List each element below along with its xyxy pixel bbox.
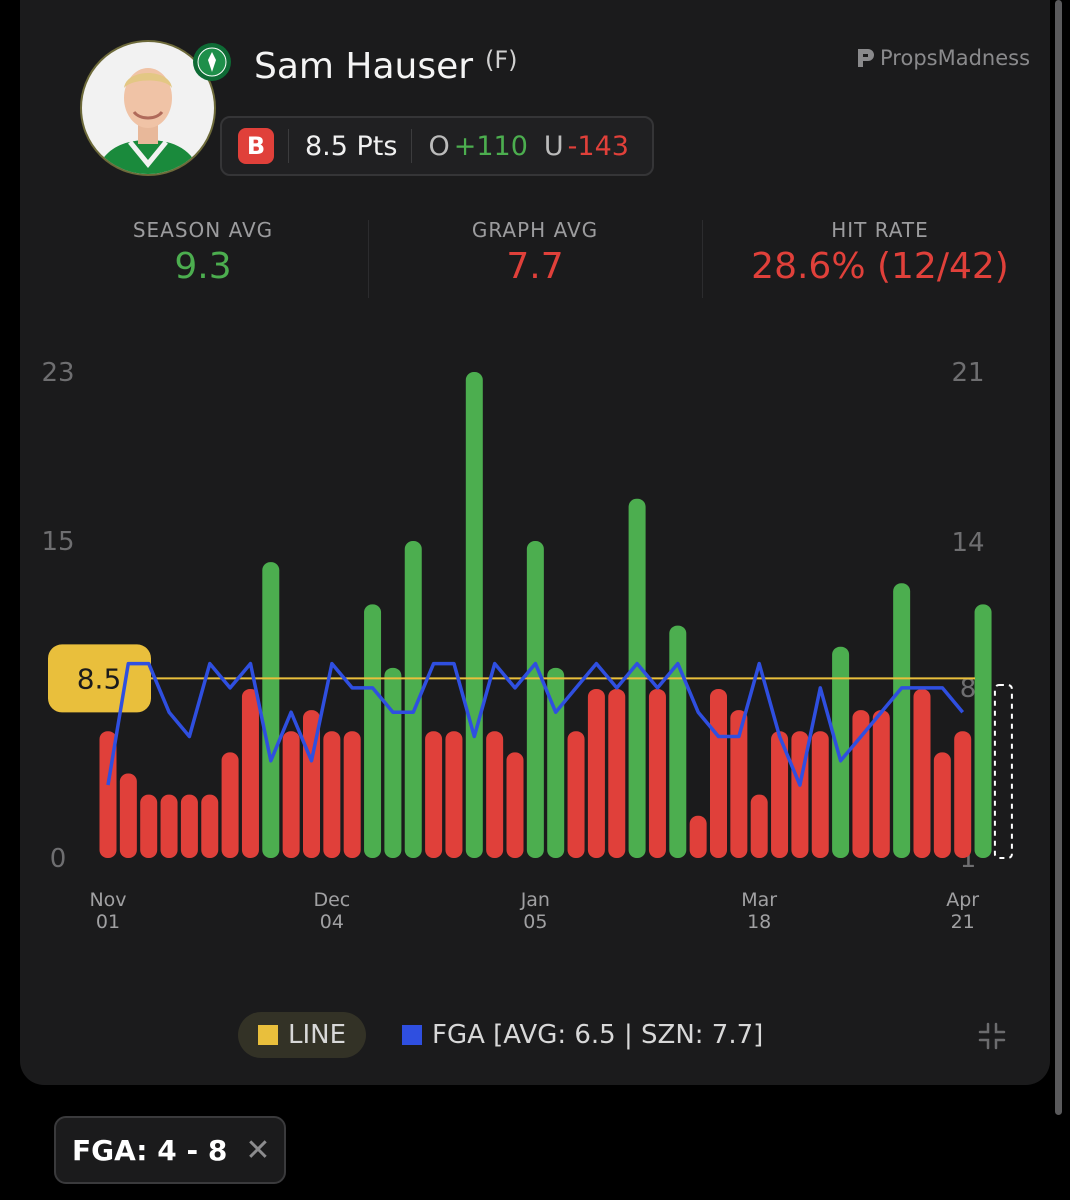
scrollbar[interactable] bbox=[1055, 0, 1062, 1115]
points-bar bbox=[669, 625, 687, 858]
x-tick-month: Dec bbox=[313, 889, 350, 911]
x-tick-month: Nov bbox=[89, 889, 126, 911]
points-bar bbox=[811, 731, 829, 858]
line-badge-label: 8.5 bbox=[77, 662, 122, 695]
prop-line: 8.5 Pts bbox=[305, 130, 398, 162]
under-odds: -143 bbox=[567, 130, 629, 162]
player-name: Sam Hauser bbox=[254, 46, 474, 87]
divider bbox=[288, 129, 289, 163]
points-bar bbox=[404, 541, 422, 858]
filter-label: FGA: 4 - 8 bbox=[72, 1133, 228, 1167]
over-label: O bbox=[428, 130, 450, 162]
brand: PropsMadness bbox=[856, 46, 1030, 70]
points-bar bbox=[425, 731, 443, 858]
y-tick-label: 15 bbox=[41, 527, 74, 557]
points-bar bbox=[140, 794, 158, 858]
brand-name: PropsMadness bbox=[880, 46, 1031, 70]
points-bar bbox=[689, 815, 707, 858]
points-bar bbox=[384, 667, 402, 858]
divider bbox=[368, 220, 369, 298]
points-bar bbox=[343, 731, 361, 858]
points-bar bbox=[832, 646, 850, 858]
x-tick-day: 05 bbox=[523, 911, 547, 933]
season-avg-label: SEASON AVG bbox=[132, 218, 274, 242]
sportsbook-logo-icon: B bbox=[238, 128, 274, 164]
legend-fga[interactable]: FGA [AVG: 6.5 | SZN: 7.7] bbox=[402, 1012, 763, 1058]
over-odds: +110 bbox=[453, 130, 528, 162]
points-bar bbox=[567, 731, 585, 858]
points-bar bbox=[893, 583, 911, 858]
points-bar bbox=[262, 562, 280, 858]
fga-swatch bbox=[402, 1025, 422, 1045]
x-tick-day: 21 bbox=[951, 911, 975, 933]
points-bar bbox=[710, 688, 727, 858]
x-tick-month: Mar bbox=[741, 889, 777, 911]
x-tick-day: 04 bbox=[320, 911, 344, 933]
points-bar bbox=[954, 731, 972, 858]
points-bar bbox=[648, 688, 666, 858]
points-bar bbox=[587, 688, 605, 858]
season-avg-stat: SEASON AVG 9.3 bbox=[53, 218, 353, 287]
points-bar bbox=[486, 731, 504, 858]
fga-line bbox=[106, 661, 965, 787]
points-bar bbox=[852, 710, 870, 858]
graph-avg-value: 7.7 bbox=[506, 246, 564, 287]
hit-rate-stat: HIT RATE 28.6% (12/42) bbox=[715, 218, 1045, 287]
close-icon[interactable]: ✕ bbox=[245, 1132, 271, 1168]
legend-line[interactable]: LINE bbox=[238, 1012, 367, 1058]
line-badge bbox=[48, 644, 151, 713]
y-tick-label: 23 bbox=[41, 358, 74, 388]
points-bar bbox=[241, 688, 259, 858]
celtics-logo-icon bbox=[193, 43, 231, 81]
y2-tick-label: 8 bbox=[960, 674, 977, 704]
points-bar bbox=[974, 604, 992, 858]
points-bar bbox=[180, 794, 198, 858]
points-bar bbox=[608, 688, 626, 858]
points-bar bbox=[750, 794, 768, 858]
points-bar bbox=[771, 731, 789, 858]
points-bar bbox=[913, 688, 931, 858]
y2-tick-label: 21 bbox=[951, 358, 984, 388]
points-bar bbox=[323, 731, 341, 858]
y2-tick-label: 14 bbox=[951, 528, 984, 558]
points-bar bbox=[160, 794, 178, 858]
hit-rate-value: 28.6% (12/42) bbox=[751, 246, 1009, 287]
points-bar bbox=[119, 773, 137, 858]
line-swatch bbox=[258, 1025, 278, 1045]
propsmadness-logo-icon bbox=[858, 49, 874, 67]
graph-avg-stat: GRAPH AVG 7.7 bbox=[385, 218, 685, 287]
legend-line-label: LINE bbox=[288, 1020, 347, 1050]
points-bar bbox=[526, 541, 544, 858]
x-tick-day: 18 bbox=[747, 911, 771, 933]
x-tick-day: 01 bbox=[96, 911, 120, 933]
y-tick-label: 0 bbox=[50, 844, 67, 874]
points-bar bbox=[282, 731, 300, 858]
player-position: (F) bbox=[485, 46, 518, 74]
points-bar bbox=[465, 372, 483, 858]
graph-avg-label: GRAPH AVG bbox=[471, 218, 599, 242]
bar-placeholder bbox=[993, 684, 1013, 859]
points-bar bbox=[730, 710, 748, 858]
under-label: U bbox=[543, 130, 564, 162]
divider bbox=[702, 220, 703, 298]
points-bar bbox=[547, 667, 565, 858]
x-tick-month: Jan bbox=[520, 889, 550, 911]
points-bar bbox=[201, 794, 219, 858]
collapse-icon[interactable] bbox=[978, 1022, 1006, 1050]
hit-rate-label: HIT RATE bbox=[831, 218, 929, 242]
points-bar bbox=[364, 604, 382, 858]
points-bar bbox=[506, 752, 524, 858]
points-bar bbox=[445, 731, 463, 858]
chart-card: Sam Hauser (F) PropsMadness B 8.5 Pts O … bbox=[20, 0, 1050, 1085]
prop-line-box[interactable]: B 8.5 Pts O +110 U -143 bbox=[220, 116, 654, 176]
legend-fga-label: FGA [AVG: 6.5 | SZN: 7.7] bbox=[432, 1020, 764, 1050]
season-avg-value: 9.3 bbox=[174, 246, 232, 287]
fga-filter-chip[interactable]: FGA: 4 - 8 ✕ bbox=[54, 1116, 286, 1184]
points-bar bbox=[221, 752, 239, 858]
points-bar bbox=[872, 710, 890, 858]
divider bbox=[411, 129, 413, 163]
x-tick-month: Apr bbox=[946, 889, 979, 911]
points-bar bbox=[933, 752, 951, 858]
